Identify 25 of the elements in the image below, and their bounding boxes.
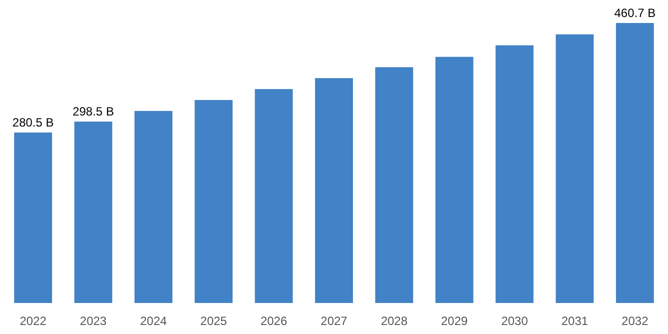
- x-tick-label: 2026: [260, 314, 288, 328]
- bar: [254, 89, 293, 303]
- bar: [616, 23, 654, 303]
- bar: [375, 67, 414, 303]
- x-tick-label: 2028: [380, 314, 408, 328]
- x-tick-label: 2022: [20, 314, 47, 328]
- x-tick-label: 2029: [441, 314, 468, 328]
- bar: [74, 122, 112, 303]
- x-tick-label: 2023: [80, 314, 107, 328]
- bar: [556, 34, 594, 303]
- bar: [134, 110, 172, 303]
- bar: [194, 100, 233, 303]
- x-tick-label: 2027: [320, 314, 348, 328]
- x-tick-label: 2032: [622, 314, 649, 328]
- bar: [435, 56, 474, 303]
- data-label: 460.7 B: [614, 6, 656, 20]
- bar: [315, 78, 353, 303]
- x-tick-label: 2031: [561, 314, 588, 328]
- bar: [14, 132, 52, 303]
- data-label: 298.5 B: [72, 104, 114, 119]
- x-tick-label: 2030: [501, 314, 528, 328]
- data-label: 280.5 B: [12, 116, 54, 130]
- bar: [496, 45, 534, 303]
- x-tick-label: 2025: [200, 314, 228, 328]
- x-tick-label: 2024: [140, 314, 168, 328]
